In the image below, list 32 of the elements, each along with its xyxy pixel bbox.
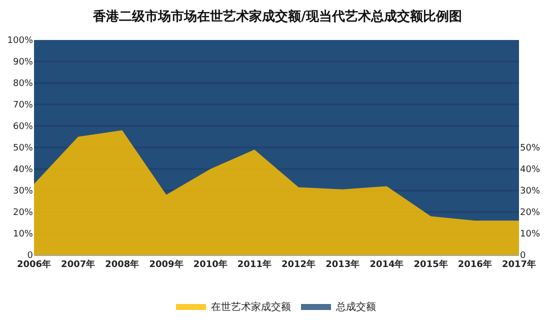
x-tick-label: 2017年 xyxy=(502,258,536,270)
x-tick-label: 2013年 xyxy=(326,258,360,270)
y2-tick-label: 40% xyxy=(520,165,540,176)
x-tick-label: 2011年 xyxy=(237,258,272,270)
y-tick-label: 40% xyxy=(12,165,34,176)
y2-tick-label: 10% xyxy=(520,230,540,240)
x-tick-label: 2012年 xyxy=(282,258,316,270)
y-tick-label: 90% xyxy=(12,58,34,68)
y-tick-label: 20% xyxy=(12,208,34,218)
legend-label: 在世艺术家成交额 xyxy=(211,300,291,313)
x-tick-label: 2006年 xyxy=(16,258,52,270)
y-tick-label: 100% xyxy=(7,36,34,46)
x-tick-label: 2016年 xyxy=(458,258,492,270)
y2-tick-label: 20% xyxy=(520,208,540,218)
y-tick-label: 60% xyxy=(12,122,34,132)
x-tick-label: 2008年 xyxy=(105,258,140,270)
x-tick-label: 2010年 xyxy=(193,258,228,270)
x-tick-label: 2015年 xyxy=(414,258,448,270)
y-tick-label: 0 xyxy=(27,251,34,262)
y-tick-label: 70% xyxy=(12,100,34,111)
y2-tick-label: 50% xyxy=(520,144,540,154)
y-tick-label: 80% xyxy=(12,79,34,90)
y-tick-label: 10% xyxy=(12,230,34,240)
y-tick-label: 30% xyxy=(12,186,34,197)
y-tick-label: 50% xyxy=(12,144,34,154)
x-tick-label: 2014年 xyxy=(370,258,404,270)
legend-label: 总成交额 xyxy=(335,300,376,313)
y2-tick-label: 0 xyxy=(520,251,526,262)
chart-title: 香港二级市场市场在世艺术家成交额/现当代艺术总成交额比例图 xyxy=(92,8,462,25)
x-tick-label: 2009年 xyxy=(149,258,184,270)
y2-tick-label: 30% xyxy=(520,186,540,197)
x-tick-label: 2007年 xyxy=(61,258,96,270)
